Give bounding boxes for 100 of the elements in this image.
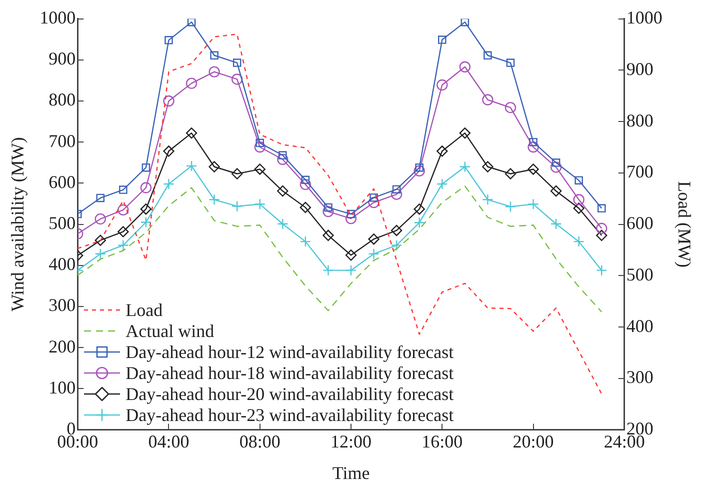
point	[300, 236, 312, 248]
y-tick-label: 200	[48, 336, 76, 356]
point	[459, 61, 471, 72]
y-tick-label: 400	[48, 254, 76, 274]
point	[277, 185, 288, 197]
point	[596, 264, 608, 276]
y2-axis-title: Load (MW)	[674, 181, 694, 268]
x-tick-label: 12:00	[330, 431, 372, 452]
point	[208, 66, 220, 78]
y2-tick-label: 500	[626, 264, 654, 284]
point	[345, 264, 357, 276]
point	[415, 163, 424, 172]
y2-tick-label: 600	[626, 213, 654, 234]
point	[208, 161, 220, 172]
y2-tick-label: 300	[626, 367, 654, 388]
point	[438, 36, 446, 44]
y2-tick-label: 800	[626, 110, 654, 130]
point	[163, 95, 174, 107]
x-tick-label: 04:00	[148, 431, 190, 452]
point	[322, 206, 334, 218]
point	[573, 202, 584, 214]
point	[164, 36, 173, 44]
x-tick-label: 20:00	[512, 431, 554, 452]
point	[414, 165, 425, 176]
x-tick-label: 08:00	[239, 431, 280, 452]
legend-label: Day-ahead hour-18 wind-availability forecast	[126, 362, 454, 384]
point	[322, 264, 334, 276]
legend-label: Actual wind	[126, 320, 214, 342]
x-axis-title: Time	[332, 462, 370, 483]
point	[528, 198, 539, 210]
point	[186, 127, 198, 139]
point	[459, 161, 471, 172]
point	[504, 102, 516, 114]
point	[256, 138, 264, 148]
point	[277, 154, 288, 165]
point	[436, 146, 448, 157]
y2-tick-label: 900	[626, 58, 654, 79]
point	[529, 138, 538, 146]
y2-tick-label: 400	[626, 316, 654, 336]
point	[550, 218, 562, 230]
y2-tick-label: 700	[626, 162, 654, 182]
point	[368, 233, 380, 245]
point	[528, 141, 539, 153]
point	[392, 185, 401, 194]
point	[550, 185, 562, 197]
point	[573, 194, 584, 206]
point	[504, 201, 516, 212]
point	[482, 94, 494, 106]
point	[96, 194, 105, 202]
point	[186, 160, 198, 172]
y-tick-label: 900	[48, 48, 76, 69]
point	[231, 74, 243, 85]
point	[208, 194, 220, 206]
y-tick-label: 300	[48, 295, 76, 316]
point	[390, 224, 402, 236]
point	[94, 248, 106, 260]
point	[186, 78, 198, 89]
point	[368, 248, 380, 260]
point	[322, 230, 334, 241]
point	[596, 230, 608, 241]
point	[94, 234, 106, 246]
point	[345, 212, 357, 224]
point	[345, 250, 357, 261]
x-tick-label: 16:00	[422, 431, 463, 452]
point	[118, 204, 129, 216]
point	[459, 127, 471, 139]
legend-label: Load	[126, 300, 163, 321]
point	[597, 204, 606, 212]
point	[506, 58, 515, 67]
point	[460, 18, 470, 26]
point	[436, 79, 448, 91]
point	[346, 210, 356, 218]
point	[528, 164, 539, 175]
point	[163, 146, 174, 157]
point	[390, 240, 402, 251]
point	[119, 186, 128, 194]
point	[482, 161, 494, 172]
point	[574, 176, 583, 184]
y-tick-label: 600	[48, 172, 76, 192]
point	[390, 188, 402, 200]
point	[94, 213, 106, 225]
y-axis-title: Wind availability (MW)	[8, 137, 28, 312]
point	[254, 198, 266, 210]
point	[187, 18, 196, 26]
point	[140, 216, 152, 228]
point	[300, 202, 312, 214]
point	[277, 218, 288, 230]
point	[300, 178, 312, 190]
point	[231, 168, 243, 180]
point	[482, 194, 494, 206]
point	[436, 178, 448, 190]
point	[301, 176, 310, 184]
point	[278, 151, 287, 160]
point	[596, 222, 608, 234]
point	[550, 162, 562, 173]
point	[254, 164, 266, 175]
y-tick-label: 1000	[40, 8, 76, 28]
point	[231, 200, 243, 212]
y-tick-label: 700	[48, 130, 76, 151]
point	[414, 217, 425, 228]
